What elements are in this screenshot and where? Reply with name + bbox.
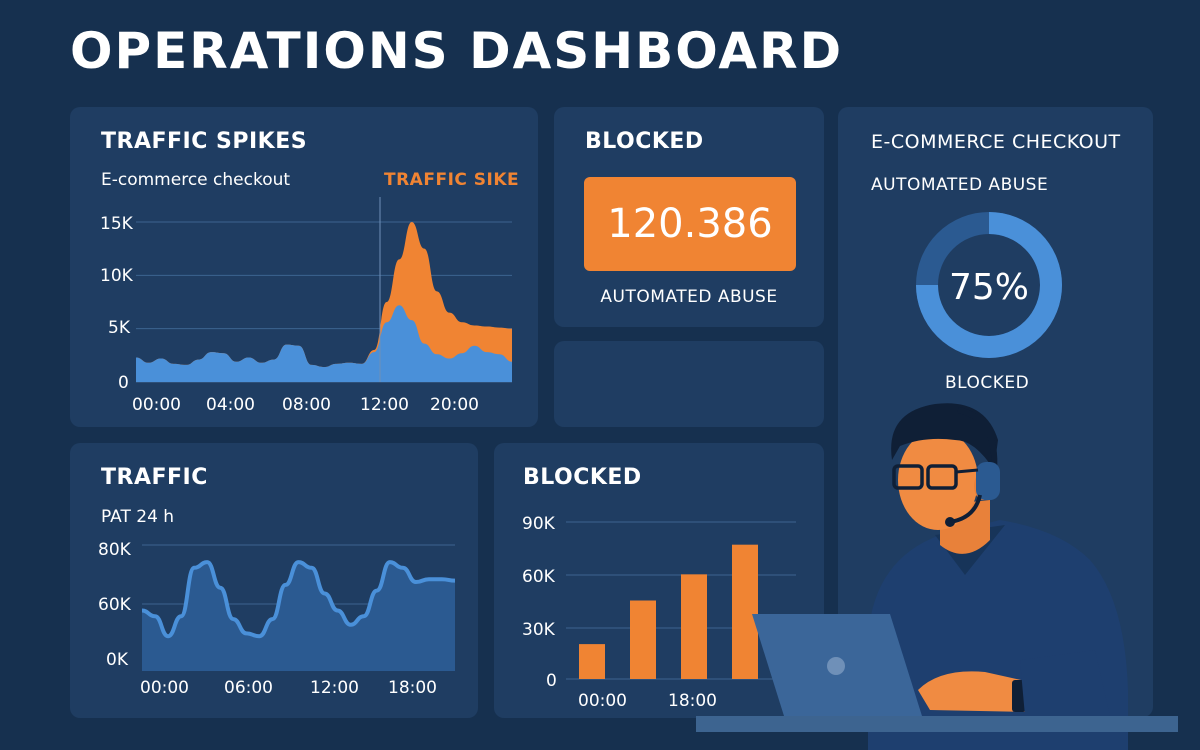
desk: [696, 716, 1178, 732]
traffic-x-tick: 06:00: [224, 678, 273, 698]
spikes-y-tick: 10K: [100, 266, 134, 286]
traffic-x-tick: 18:00: [388, 678, 437, 698]
blocked-bar: [681, 574, 707, 679]
spikes-x-tick: 08:00: [282, 395, 331, 415]
traffic-spikes-chart: 15K 10K 5K 0 00:00 04:00 08:00 12:00 20:…: [100, 197, 512, 415]
blocked-bar: [579, 644, 605, 679]
bars-y-tick: 30K: [522, 620, 556, 640]
traffic-spikes-subtitle: E-commerce checkout: [101, 170, 291, 190]
blocked-bars-title: BLOCKED: [523, 465, 642, 490]
traffic-spikes-title: TRAFFIC SPIKES: [101, 129, 308, 154]
traffic-series-line: [141, 560, 456, 639]
spikes-x-tick: 12:00: [360, 395, 409, 415]
spikes-series-blue-area: [136, 305, 512, 382]
traffic-subtitle: PAT 24 h: [101, 507, 175, 527]
empty-panel: [554, 341, 824, 427]
traffic-panel: TRAFFIC PAT 24 h 80K 60K 0K 00:00 06:00 …: [70, 443, 478, 718]
blocked-kpi-value: 120.386: [584, 177, 796, 271]
traffic-y-tick: 0K: [106, 650, 129, 670]
blocked-kpi-title: BLOCKED: [585, 129, 704, 154]
traffic-spike-annotation: TRAFFIC SIKE: [384, 170, 520, 190]
donut-percent-label: 75%: [949, 267, 1029, 308]
traffic-spikes-panel: TRAFFIC SPIKES E-commerce checkout TRAFF…: [70, 107, 538, 427]
spikes-x-tick: 20:00: [430, 395, 479, 415]
blocked-bars-chart: 90K 60K 30K 0 00:00 18:00: [522, 514, 796, 711]
blocked-kpi-panel: BLOCKED 120.386 AUTOMATED ABUSE: [554, 107, 824, 327]
bars-x-tick: 00:00: [578, 691, 627, 711]
blocked-bar: [630, 600, 656, 679]
donut-panel: E-COMMERCE CHECKOUT AUTOMATED ABUSE 75% …: [838, 107, 1153, 717]
bars-y-tick: 60K: [522, 567, 556, 587]
spikes-y-tick: 15K: [100, 214, 134, 234]
bars-y-tick: 90K: [522, 514, 556, 534]
traffic-x-tick: 12:00: [310, 678, 359, 698]
donut-chart: 75%: [916, 212, 1062, 358]
spikes-y-tick: 0: [118, 373, 129, 393]
donut-caption: BLOCKED: [945, 373, 1030, 393]
spikes-x-tick: 04:00: [206, 395, 255, 415]
spikes-y-tick: 5K: [108, 318, 131, 338]
traffic-chart: 80K 60K 0K 00:00 06:00 12:00 18:00: [98, 540, 456, 698]
blocked-bar: [732, 544, 758, 679]
bars-x-tick: 18:00: [668, 691, 717, 711]
traffic-y-tick: 80K: [98, 540, 132, 560]
donut-title: E-COMMERCE CHECKOUT: [871, 131, 1121, 153]
traffic-title: TRAFFIC: [101, 465, 208, 490]
blocked-bars-panel: BLOCKED 90K 60K 30K 0 00:00 18:00: [494, 443, 824, 718]
traffic-y-tick: 60K: [98, 595, 132, 615]
donut-value-arc: [916, 212, 1062, 358]
page-title: OPERATIONS DASHBOARD: [70, 22, 844, 80]
spikes-x-tick: 00:00: [132, 395, 181, 415]
bars-y-tick: 0: [546, 671, 557, 691]
blocked-kpi-caption: AUTOMATED ABUSE: [600, 287, 778, 307]
donut-subtitle: AUTOMATED ABUSE: [871, 175, 1049, 195]
traffic-x-tick: 00:00: [140, 678, 189, 698]
